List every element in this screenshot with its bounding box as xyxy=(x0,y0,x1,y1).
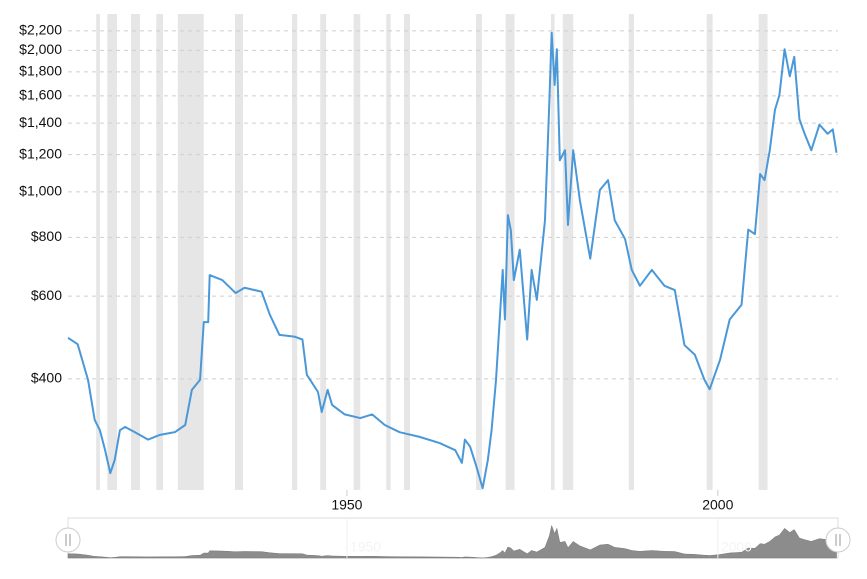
recession-band xyxy=(177,14,204,490)
recession-band xyxy=(758,14,768,490)
recession-band xyxy=(562,14,574,490)
recession-band xyxy=(628,14,635,490)
y-tick-label: $400 xyxy=(31,370,62,386)
recession-band xyxy=(505,14,515,490)
y-tick-label: $1,400 xyxy=(19,114,62,130)
x-tick-label: 2000 xyxy=(702,497,733,513)
recession-band xyxy=(107,14,117,490)
recession-band xyxy=(706,14,713,490)
handle-circle xyxy=(825,527,851,553)
recession-band xyxy=(96,14,100,490)
recession-band xyxy=(131,14,140,490)
recession-band xyxy=(156,14,163,490)
recession-band xyxy=(353,14,361,490)
y-tick-label: $2,200 xyxy=(19,22,62,38)
recession-band xyxy=(292,14,298,490)
y-tick-label: $1,800 xyxy=(19,63,62,79)
navigator-area xyxy=(67,524,837,559)
y-tick-label: $1,600 xyxy=(19,87,62,103)
y-tick-label: $2,000 xyxy=(19,41,62,57)
price-line xyxy=(67,31,838,490)
navigator-handle[interactable] xyxy=(55,527,81,553)
y-tick-label: $800 xyxy=(31,228,62,244)
y-tick-label: $1,000 xyxy=(19,183,62,199)
y-tick-label: $600 xyxy=(31,287,62,303)
recession-band xyxy=(386,14,391,490)
recession-band xyxy=(550,14,555,490)
recession-band xyxy=(234,14,244,490)
handle-circle xyxy=(55,527,81,553)
navigator-tick-label: 2000 xyxy=(721,539,752,555)
x-tick-label: 1950 xyxy=(331,497,362,513)
y-tick-label: $1,200 xyxy=(19,145,62,161)
navigator-handle[interactable] xyxy=(825,527,851,553)
recession-band xyxy=(320,14,327,490)
recession-band xyxy=(404,14,410,490)
navigator-tick-label: 1950 xyxy=(350,539,381,555)
recession-band xyxy=(475,14,482,490)
